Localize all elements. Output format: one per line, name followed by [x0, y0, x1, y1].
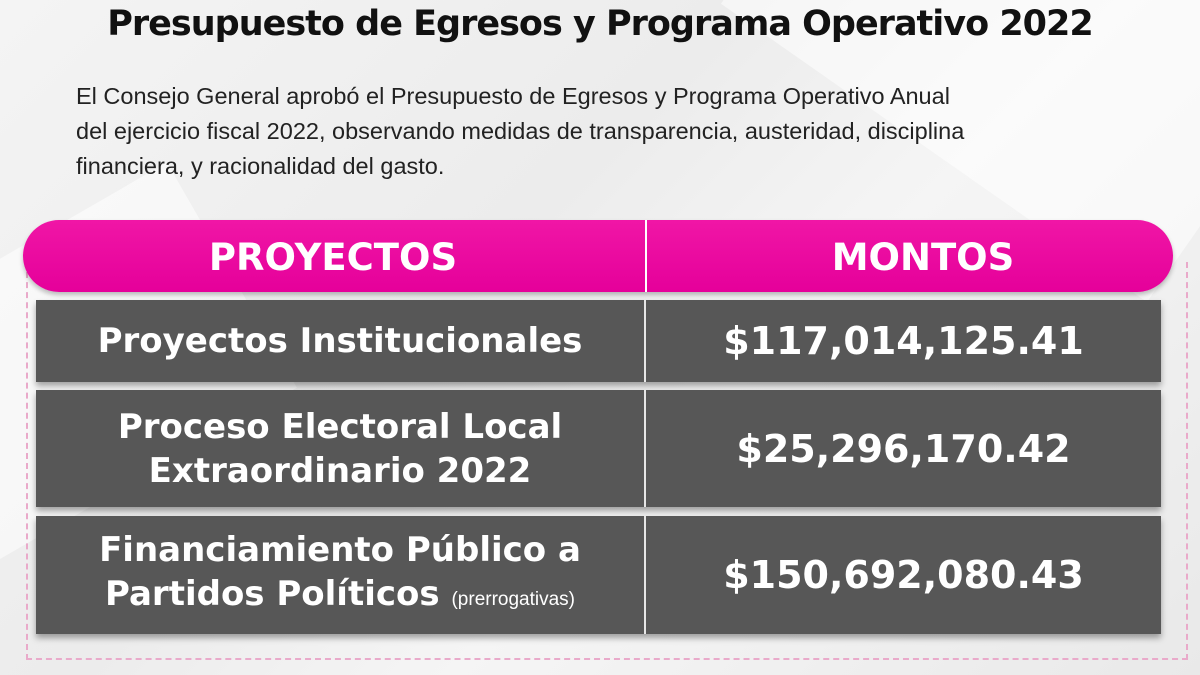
project-name: Proceso Electoral Local Extraordinario 2… — [36, 390, 644, 507]
project-name-line: Proyectos Institucionales — [97, 321, 583, 361]
table-frame — [26, 262, 1188, 660]
project-amount: $150,692,080.43 — [723, 553, 1084, 597]
project-amount: $25,296,170.42 — [736, 426, 1071, 471]
intro-line-3: financiera, y racionalidad del gasto. — [76, 153, 445, 179]
intro-line-2: del ejercicio fiscal 2022, observando me… — [76, 118, 965, 144]
table-row: Proceso Electoral Local Extraordinario 2… — [36, 390, 1161, 507]
header-proyectos: PROYECTOS — [208, 236, 458, 279]
project-note: (prerrogativas) — [451, 589, 576, 610]
project-amount: $117,014,125.41 — [723, 319, 1084, 363]
page-title: Presupuesto de Egresos y Programa Operat… — [107, 4, 1094, 44]
row-divider — [644, 516, 646, 634]
header-divider — [645, 220, 647, 292]
header-montos: MONTOS — [831, 236, 1015, 279]
intro-paragraph: El Consejo General aprobó el Presupuesto… — [76, 79, 1146, 184]
project-name-line: Extraordinario 2022 — [148, 450, 532, 491]
project-name-line: Proceso Electoral Local — [117, 406, 563, 447]
row-divider — [644, 300, 646, 382]
project-name-line: Financiamiento Público a — [99, 530, 581, 570]
project-name-line: Partidos Políticos — [104, 574, 440, 614]
table-row: Financiamiento Público a Partidos Políti… — [36, 516, 1161, 634]
intro-line-1: El Consejo General aprobó el Presupuesto… — [76, 83, 950, 109]
row-divider — [644, 390, 646, 507]
project-name: Proyectos Institucionales — [36, 300, 644, 382]
table-header: PROYECTOS MONTOS — [23, 220, 1173, 292]
project-name: Financiamiento Público a Partidos Políti… — [36, 516, 644, 634]
table-row: Proyectos Institucionales $117,014,125.4… — [36, 300, 1161, 382]
